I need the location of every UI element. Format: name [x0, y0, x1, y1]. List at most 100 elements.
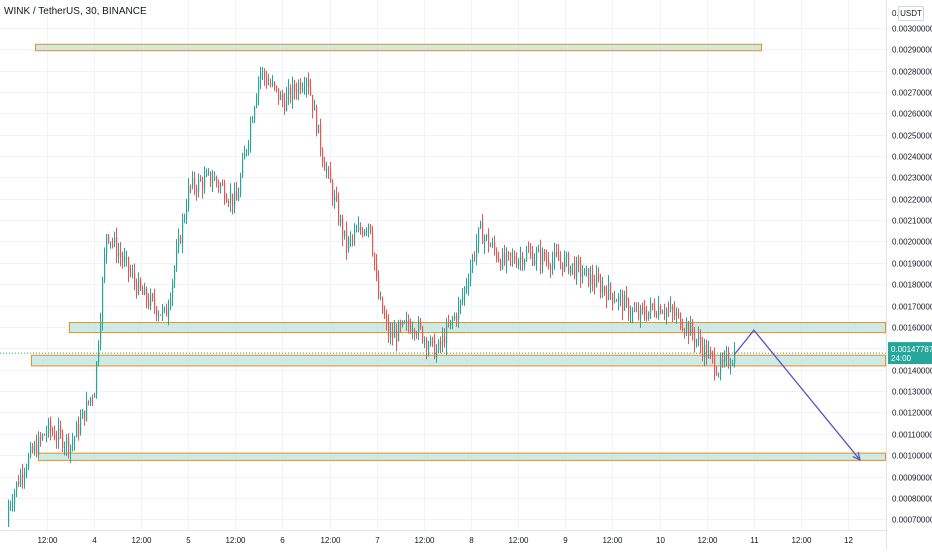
candle-body: [696, 339, 698, 343]
candle-body: [580, 263, 582, 278]
x-tick-label: 12:00: [225, 536, 246, 545]
candle-body: [546, 258, 548, 260]
candle-body: [114, 237, 116, 243]
candle-body: [198, 179, 200, 192]
currency-badge[interactable]: USDT: [898, 6, 924, 21]
candle-body: [88, 400, 90, 403]
candle-body: [12, 503, 14, 506]
time-axis[interactable]: 12:00 4 12:00 5 12:00 6 12:00 7 12:00 8 12:00 9 12:0…: [37, 536, 853, 545]
candle-body: [698, 336, 700, 340]
candle-body: [120, 252, 122, 257]
candle-body: [160, 314, 162, 316]
candle-body: [312, 95, 314, 111]
x-tick-label: 5: [186, 536, 191, 545]
candle-body: [526, 251, 528, 261]
candle-body: [518, 260, 520, 266]
candle-body: [208, 171, 210, 174]
candle-body: [124, 257, 126, 262]
candle-body: [430, 337, 432, 346]
candle-body: [244, 153, 246, 160]
candle-body: [302, 87, 304, 91]
candle-body: [582, 275, 584, 278]
upper-support-zone[interactable]: [69, 322, 886, 334]
candle-body: [734, 351, 736, 364]
candle-body: [436, 350, 438, 359]
candle-body: [500, 260, 502, 268]
candle-body: [644, 308, 646, 316]
candle-body: [392, 332, 394, 338]
candle-body: [232, 193, 234, 206]
x-tick-label: 7: [375, 536, 380, 545]
candle-body: [708, 350, 710, 358]
candle-body: [252, 119, 254, 123]
candle-body: [574, 263, 576, 278]
candle-body: [718, 373, 720, 375]
candle-body: [628, 299, 630, 316]
candle-body: [258, 79, 260, 97]
candle-body: [96, 361, 98, 395]
candle-body: [724, 356, 726, 362]
y-tick-label: 0.00100000: [892, 452, 932, 461]
candle-body: [254, 107, 256, 120]
candle-body: [726, 353, 728, 357]
candle-body: [382, 297, 384, 313]
candle-body: [268, 83, 270, 85]
candle-body: [420, 321, 422, 328]
candle-body: [378, 276, 380, 298]
candle-body: [176, 249, 178, 268]
candle-body: [514, 256, 516, 262]
candle-body: [282, 94, 284, 102]
candle-body: [344, 230, 346, 237]
candle-body: [288, 87, 290, 96]
candle-body: [206, 173, 208, 177]
candle-body: [324, 162, 326, 171]
bottom-target-zone[interactable]: [38, 452, 886, 461]
candle-body: [464, 288, 466, 297]
candle-body: [530, 251, 532, 253]
candle-body: [434, 338, 436, 359]
candle-body: [30, 446, 32, 456]
y-tick-label: 0.00290000: [892, 46, 932, 55]
candle-body: [438, 340, 440, 351]
candle-body: [406, 320, 408, 323]
candle-body: [556, 251, 558, 255]
y-tick-label: 0.00090000: [892, 474, 932, 483]
candle-body: [90, 397, 92, 403]
candle-body: [524, 260, 526, 266]
candle-body: [126, 257, 128, 259]
candle-body: [274, 82, 276, 87]
candle-body: [606, 291, 608, 300]
x-tick-label: 12:00: [320, 536, 341, 545]
candle-body: [168, 307, 170, 317]
candle-body: [118, 252, 120, 257]
candle-body: [122, 256, 124, 262]
candle-body: [16, 482, 18, 492]
candle-body: [182, 219, 184, 243]
candle-body: [702, 345, 704, 357]
candle-body: [578, 260, 580, 264]
current-price-countdown: 24:00: [891, 354, 912, 363]
symbol-title[interactable]: WINK / TetherUS, 30, BINANCE: [4, 6, 147, 17]
x-tick-label: 12:00: [791, 536, 812, 545]
candle-body: [138, 279, 140, 294]
candle-body: [450, 320, 452, 326]
candle-body: [326, 169, 328, 171]
projection-path[interactable]: [733, 329, 861, 461]
candle-body: [586, 268, 588, 270]
candle-body: [662, 312, 664, 314]
candle-body: [152, 294, 154, 299]
candle-body: [502, 252, 504, 268]
candle-body: [102, 280, 104, 321]
top-resistance-zone[interactable]: [35, 43, 762, 52]
candle-body: [648, 311, 650, 320]
candle-body: [374, 253, 376, 265]
middle-support-zone[interactable]: [31, 354, 886, 367]
candle-body: [262, 70, 264, 73]
projection-arrow[interactable]: [733, 329, 861, 462]
candle-body: [432, 337, 434, 339]
candle-body: [598, 275, 600, 281]
candle-body: [210, 171, 212, 184]
x-tick-label: 12:00: [131, 536, 152, 545]
